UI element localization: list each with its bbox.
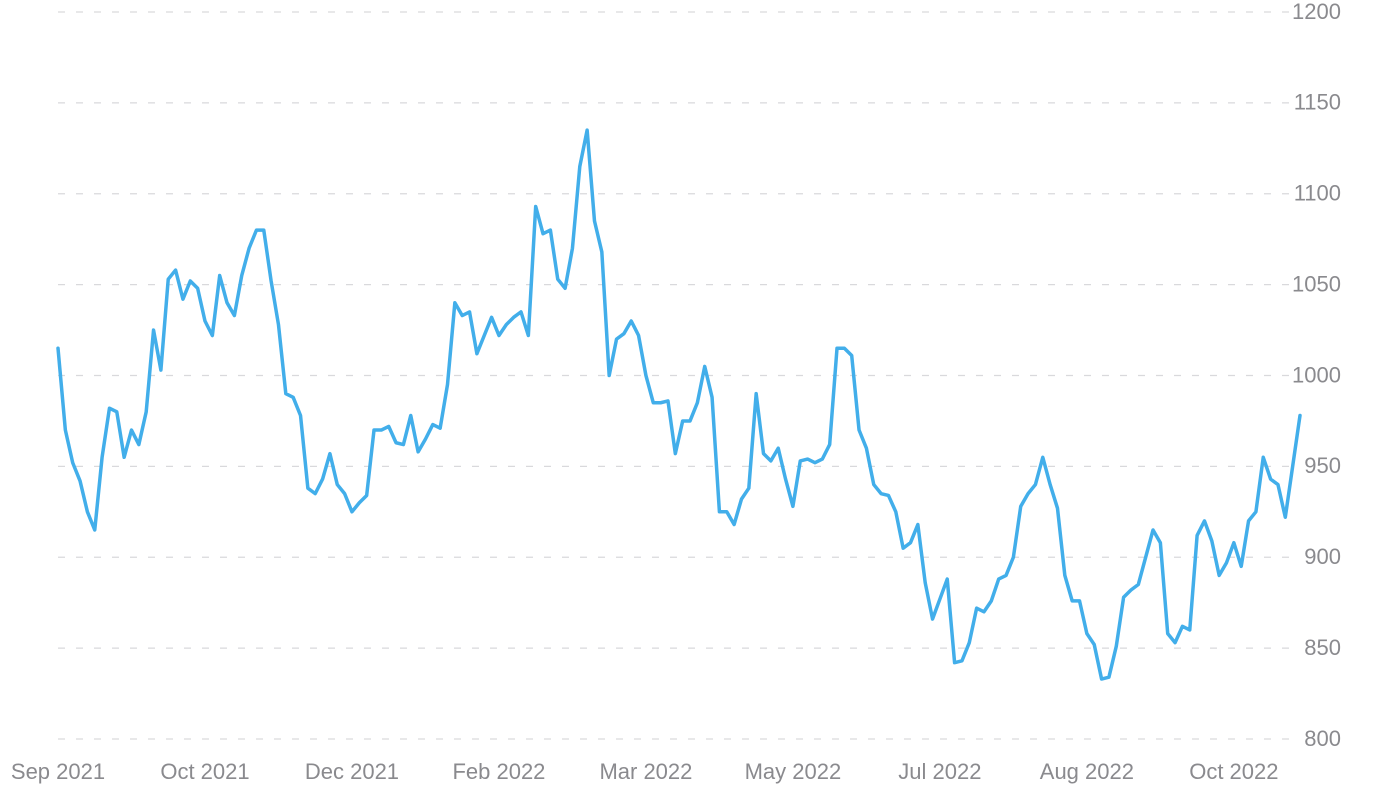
y-tick-label: 1200 — [1292, 0, 1341, 24]
x-tick-label: Aug 2022 — [1040, 759, 1134, 784]
y-tick-label: 800 — [1304, 726, 1341, 751]
y-tick-label: 950 — [1304, 453, 1341, 478]
x-tick-label: Dec 2021 — [305, 759, 399, 784]
x-tick-label: Mar 2022 — [599, 759, 692, 784]
x-tick-label: Oct 2021 — [160, 759, 249, 784]
y-tick-label: 850 — [1304, 635, 1341, 660]
y-tick-label: 1000 — [1292, 362, 1341, 387]
y-tick-label: 1100 — [1294, 181, 1341, 206]
x-tick-label: Feb 2022 — [452, 759, 545, 784]
x-tick-label: Sep 2021 — [11, 759, 105, 784]
x-tick-label: May 2022 — [745, 759, 842, 784]
x-tick-label: Oct 2022 — [1189, 759, 1278, 784]
y-tick-label: 1050 — [1292, 271, 1341, 296]
y-tick-label: 900 — [1304, 544, 1341, 569]
y-tick-label: 1150 — [1294, 90, 1341, 115]
x-tick-label: Jul 2022 — [898, 759, 981, 784]
price-line — [56, 128, 1302, 681]
